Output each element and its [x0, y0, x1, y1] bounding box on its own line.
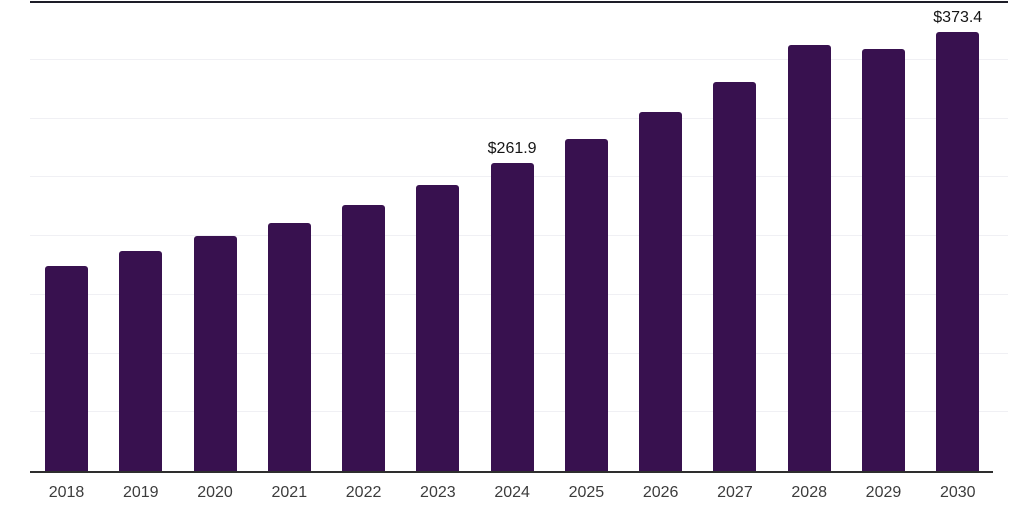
plot-top-border — [30, 1, 1008, 3]
bar-2018 — [45, 265, 88, 471]
x-axis-line — [30, 471, 993, 473]
bar-2025 — [564, 138, 608, 471]
x-tick-2022: 2022 — [345, 484, 382, 501]
x-tick-2024: 2024 — [494, 484, 530, 501]
x-tick-2021: 2021 — [271, 484, 308, 501]
x-tick-2023: 2023 — [420, 484, 456, 501]
bar-2026 — [639, 112, 683, 471]
plot-area: $261.9 $373.4 — [30, 1, 1008, 473]
bar-2020 — [193, 236, 237, 471]
bar-2030 — [936, 32, 980, 471]
x-tick-2020: 2020 — [197, 484, 233, 501]
x-tick-2030: 2030 — [939, 484, 976, 501]
gridline-300 — [30, 117, 1008, 119]
x-tick-2026: 2026 — [642, 484, 679, 501]
gridline-350 — [30, 58, 1008, 60]
bar-2024 — [490, 163, 534, 471]
x-tick-2025: 2025 — [568, 484, 605, 501]
bar-2027 — [713, 81, 757, 471]
bar-2021 — [267, 222, 311, 471]
bar-2019 — [119, 251, 163, 471]
bar-2023 — [416, 185, 460, 471]
bar-2022 — [342, 204, 386, 471]
x-tick-2019: 2019 — [122, 484, 159, 501]
bar-2028 — [787, 44, 831, 471]
data-label-2030: $373.4 — [933, 9, 983, 27]
x-tick-2029: 2029 — [865, 484, 902, 501]
bar-2029 — [861, 49, 905, 471]
x-tick-2018: 2018 — [48, 484, 85, 501]
x-tick-2027: 2027 — [717, 484, 753, 501]
x-tick-2028: 2028 — [791, 484, 827, 501]
data-label-2024: $261.9 — [487, 140, 537, 158]
